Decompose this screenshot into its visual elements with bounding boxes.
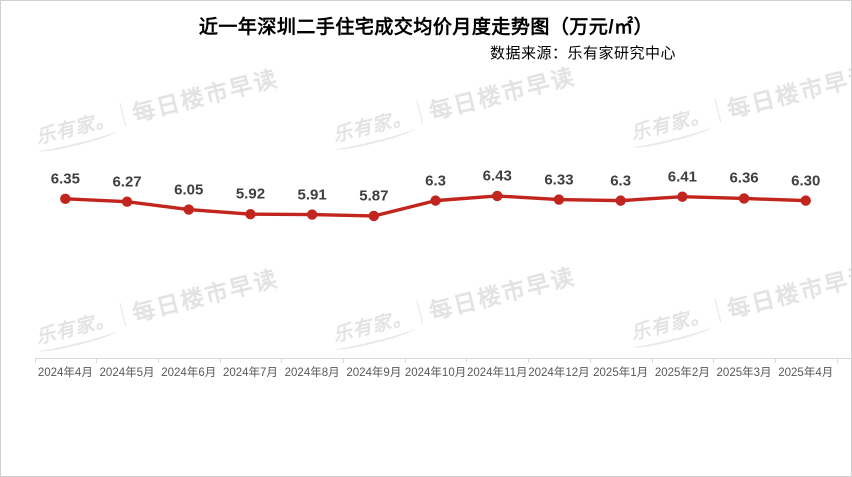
x-tick-mark bbox=[713, 358, 715, 363]
x-tick-mark bbox=[343, 358, 344, 363]
watermark-text: 每日楼市早读 bbox=[426, 263, 579, 325]
x-tick-mark bbox=[34, 358, 36, 363]
brand-watermark: 乐有家。 每日楼市早读 bbox=[627, 55, 852, 148]
x-tick-label: 2024年7月 bbox=[222, 367, 278, 379]
watermark-text: 每日楼市早读 bbox=[724, 261, 852, 323]
data-point-marker bbox=[800, 195, 811, 206]
data-point-label: 5.91 bbox=[297, 186, 327, 204]
brand-watermark: 乐有家。 每日楼市早读 bbox=[32, 259, 282, 352]
x-tick-mark bbox=[157, 358, 159, 363]
x-tick-mark bbox=[836, 358, 838, 363]
chart-title: 近一年深圳二手住宅成交均价月度走势图（万元/㎡） bbox=[198, 17, 654, 38]
trend-polyline bbox=[65, 194, 806, 218]
x-tick-label: 2024年6月 bbox=[161, 367, 217, 379]
x-tick-label: 2024年4月 bbox=[37, 367, 93, 379]
x-tick-mark bbox=[774, 358, 776, 363]
watermark-text: 每日楼市早读 bbox=[129, 265, 282, 327]
x-tick-mark bbox=[528, 358, 530, 363]
x-tick-mark bbox=[404, 358, 406, 363]
brand-watermark: 乐有家。 每日楼市早读 bbox=[32, 59, 282, 152]
watermark-divider bbox=[416, 300, 424, 325]
x-tick-label: 2024年9月 bbox=[346, 367, 402, 379]
x-axis-line bbox=[34, 358, 851, 359]
x-tick-mark bbox=[96, 358, 98, 363]
data-point-label: 6.3 bbox=[425, 172, 446, 190]
data-point-label: 6.05 bbox=[174, 181, 204, 199]
x-tick-label: 2025年1月 bbox=[593, 367, 649, 379]
data-point-label: 6.33 bbox=[544, 171, 574, 189]
x-tick-label: 2025年2月 bbox=[654, 367, 710, 379]
watermark-divider bbox=[119, 102, 127, 127]
x-tick-label: 2024年8月 bbox=[284, 367, 340, 379]
data-point-label: 6.41 bbox=[667, 168, 697, 186]
x-tick-label: 2025年3月 bbox=[716, 367, 772, 379]
data-point-label: 6.36 bbox=[729, 169, 759, 187]
data-point-marker bbox=[553, 194, 565, 205]
data-point-label: 5.92 bbox=[235, 185, 266, 203]
leyoujia-logo: 乐有家。 bbox=[628, 100, 712, 146]
x-tick-label: 2024年5月 bbox=[99, 367, 155, 379]
data-point-marker bbox=[121, 196, 133, 207]
brand-watermark: 乐有家。 每日楼市早读 bbox=[329, 257, 579, 350]
data-point-label: 6.27 bbox=[112, 173, 142, 191]
data-point-marker bbox=[183, 204, 194, 215]
data-point-marker bbox=[368, 210, 380, 222]
watermark-text: 每日楼市早读 bbox=[426, 63, 579, 125]
data-point-marker bbox=[430, 195, 441, 206]
brand-watermark: 乐有家。 每日楼市早读 bbox=[627, 255, 852, 348]
data-point-marker bbox=[677, 191, 688, 202]
x-tick-mark bbox=[466, 358, 468, 363]
data-point-marker bbox=[615, 195, 626, 206]
data-point-marker bbox=[245, 208, 256, 220]
watermark-text: 每日楼市早读 bbox=[724, 61, 852, 123]
x-tick-mark bbox=[651, 358, 653, 363]
x-tick-label: 2024年11月 bbox=[466, 367, 528, 379]
leyoujia-logo: 乐有家。 bbox=[33, 304, 117, 350]
data-point-label: 6.43 bbox=[482, 167, 512, 185]
x-tick-mark bbox=[219, 358, 221, 363]
data-point-label: 6.35 bbox=[50, 170, 80, 188]
watermark-divider bbox=[714, 298, 722, 323]
watermark-divider bbox=[714, 98, 722, 123]
leyoujia-logo: 乐有家。 bbox=[330, 302, 414, 348]
brand-watermark: 乐有家。 每日楼市早读 bbox=[329, 57, 579, 150]
data-point-label: 6.30 bbox=[791, 172, 821, 190]
leyoujia-logo: 乐有家。 bbox=[628, 300, 712, 346]
data-point-marker bbox=[60, 193, 71, 205]
x-tick-label: 2024年12月 bbox=[528, 367, 590, 379]
data-point-label: 5.87 bbox=[359, 187, 389, 205]
data-point-marker bbox=[738, 193, 750, 204]
watermark-divider bbox=[119, 302, 127, 327]
watermark-divider bbox=[416, 100, 424, 125]
leyoujia-logo: 乐有家。 bbox=[33, 104, 117, 150]
x-tick-mark bbox=[281, 358, 283, 363]
data-point-marker bbox=[492, 190, 503, 202]
data-point-label: 6.3 bbox=[610, 172, 632, 190]
x-tick-mark bbox=[589, 358, 591, 363]
data-source-label: 数据来源：乐有家研究中心 bbox=[490, 45, 677, 62]
x-tick-label: 2024年10月 bbox=[404, 367, 467, 379]
x-tick-label: 2025年4月 bbox=[778, 367, 834, 379]
watermark-text: 每日楼市早读 bbox=[129, 65, 282, 127]
data-point-marker bbox=[306, 209, 318, 220]
leyoujia-logo: 乐有家。 bbox=[330, 102, 414, 148]
